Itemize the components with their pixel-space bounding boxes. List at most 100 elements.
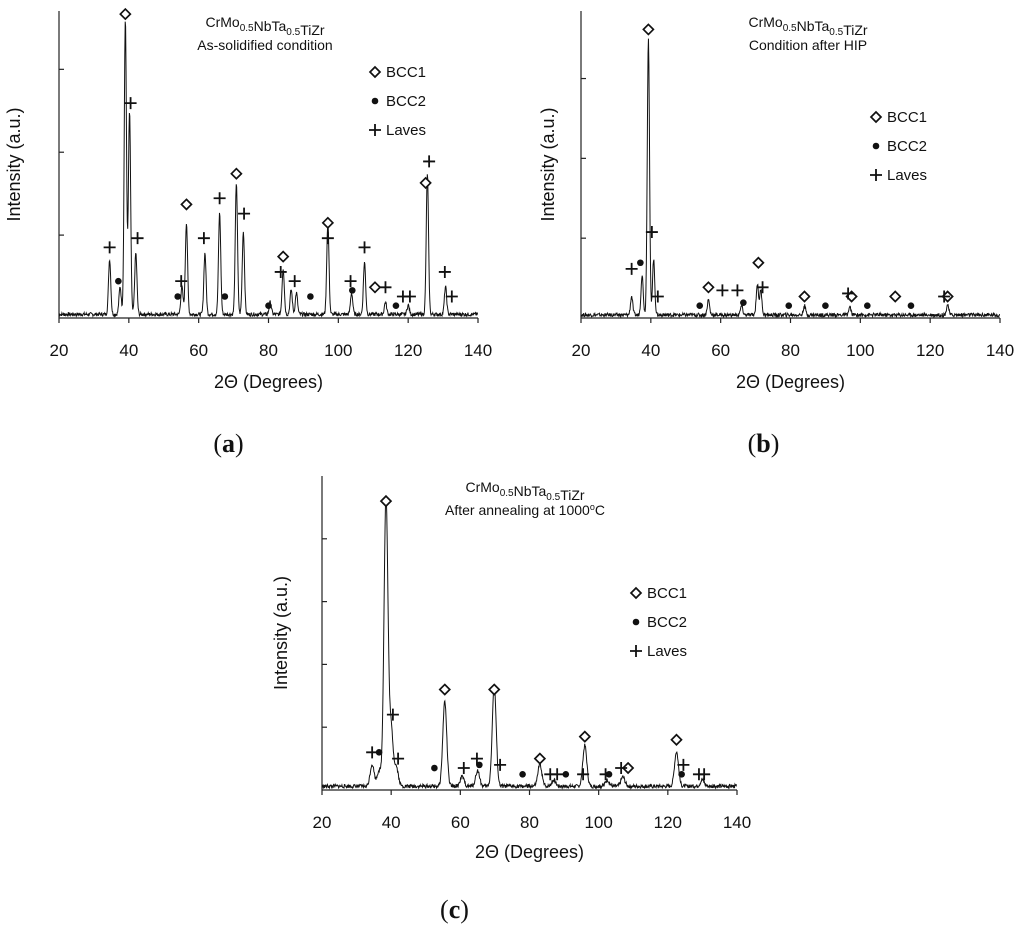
- laves-marker: [494, 758, 507, 771]
- bcc1-marker: [798, 290, 811, 303]
- bcc1-marker: [321, 216, 335, 230]
- x-tick-label: 100: [324, 341, 352, 360]
- laves-marker: [131, 232, 144, 245]
- laves-marker: [366, 746, 379, 759]
- y-axis-label: Intensity (a.u.): [4, 107, 24, 221]
- x-tick-label: 100: [846, 341, 874, 360]
- laves-marker: [124, 97, 137, 110]
- legend-bcc2-symbol: [371, 97, 379, 105]
- legend-bcc1-label: BCC1: [647, 585, 687, 602]
- legend-laves-label: Laves: [887, 167, 927, 184]
- laves-marker: [731, 284, 744, 297]
- bcc2-marker: [375, 749, 383, 756]
- laves-marker: [197, 232, 210, 245]
- legend-laves-symbol: [369, 124, 381, 136]
- x-tick-label: 100: [584, 813, 612, 832]
- chart-subtitle: As-solidified condition: [197, 37, 332, 53]
- legend-bcc1-symbol: [629, 586, 643, 600]
- laves-marker: [238, 207, 251, 220]
- bcc1-marker: [670, 733, 683, 746]
- laves-marker: [842, 287, 855, 300]
- bcc1-marker: [368, 281, 382, 294]
- x-tick-label: 40: [382, 813, 401, 832]
- bcc2-marker: [907, 302, 915, 310]
- laves-marker: [698, 768, 711, 781]
- chart-title: CrMo0.5NbTa0.5TiZr: [465, 479, 584, 503]
- laves-marker: [403, 290, 416, 303]
- x-tick-label: 80: [259, 341, 278, 360]
- chart-subtitle: Condition after HIP: [749, 37, 867, 53]
- chart-panel-b: 20 40 60 80 100 120 140 2Θ (Degrees) Intensity (…: [538, 11, 1014, 458]
- bcc2-marker: [864, 302, 871, 310]
- bcc1-marker: [438, 683, 451, 696]
- bcc1-marker: [702, 281, 715, 294]
- bcc1-marker: [180, 198, 193, 211]
- laves-marker: [645, 226, 658, 239]
- bcc2-marker: [822, 302, 829, 310]
- bcc1-marker: [889, 290, 902, 303]
- laves-marker: [274, 265, 287, 278]
- legend-laves-symbol: [630, 645, 642, 657]
- bcc2-marker: [637, 259, 644, 267]
- laves-marker: [599, 768, 612, 781]
- legend-bcc2-symbol: [872, 142, 880, 150]
- laves-marker: [677, 758, 690, 771]
- legend-bcc2-label: BCC2: [887, 138, 927, 155]
- bcc2-marker: [115, 277, 122, 285]
- legend-bcc2-symbol: [632, 618, 640, 626]
- x-tick-label: 20: [572, 341, 591, 360]
- x-tick-label: 20: [50, 341, 69, 360]
- legend-bcc1-symbol: [869, 110, 883, 124]
- legend-laves-symbol: [870, 169, 882, 181]
- chart-title: CrMo0.5NbTa0.5TiZr: [748, 14, 867, 38]
- bcc1-marker: [230, 167, 243, 180]
- bcc2-marker: [431, 764, 438, 772]
- laves-marker: [756, 281, 769, 294]
- laves-marker: [438, 265, 451, 278]
- x-tick-label: 40: [119, 341, 138, 360]
- legend-bcc1-label: BCC1: [887, 109, 927, 126]
- y-axis-label: Intensity (a.u.): [271, 576, 291, 690]
- bcc2-marker: [174, 293, 182, 300]
- x-tick-label: 120: [654, 813, 682, 832]
- laves-marker: [938, 290, 951, 303]
- bcc1-marker: [533, 752, 547, 765]
- legend-bcc2-label: BCC2: [647, 614, 687, 631]
- chart-title: CrMo0.5NbTa0.5TiZr: [205, 14, 324, 38]
- x-tick-label: 80: [520, 813, 539, 832]
- laves-marker: [625, 262, 638, 275]
- bcc2-marker: [740, 299, 747, 306]
- bcc2-marker: [785, 302, 793, 310]
- legend-laves-label: Laves: [647, 643, 687, 660]
- laves-marker: [551, 768, 564, 781]
- laves-marker: [423, 155, 436, 168]
- chart-panel-a: 20 40 60 80 100 120 140 2Θ (Degrees) Intensity (…: [4, 7, 492, 458]
- laves-marker: [288, 275, 301, 288]
- y-axis-label: Intensity (a.u.): [538, 107, 558, 221]
- bcc2-marker: [392, 302, 400, 310]
- bcc1-marker: [119, 7, 132, 21]
- x-tick-label: 140: [464, 341, 492, 360]
- x-tick-label: 60: [711, 341, 730, 360]
- bcc1-marker: [379, 494, 393, 508]
- x-axis-label: 2Θ (Degrees): [214, 372, 323, 392]
- legend-bcc1-label: BCC1: [386, 64, 426, 81]
- bcc1-marker: [621, 761, 635, 775]
- bcc1-marker: [488, 683, 501, 696]
- laves-marker: [457, 762, 470, 775]
- x-tick-label: 60: [189, 341, 208, 360]
- x-tick-label: 80: [781, 341, 800, 360]
- pattern-line: [58, 21, 479, 318]
- x-tick-label: 20: [313, 813, 332, 832]
- laves-marker: [470, 752, 483, 765]
- bcc2-marker: [562, 771, 570, 778]
- legend-laves-label: Laves: [386, 122, 426, 139]
- laves-marker: [615, 762, 628, 775]
- bcc1-marker: [419, 176, 432, 190]
- pattern-line: [321, 496, 738, 790]
- legend-bcc1-symbol: [368, 65, 382, 79]
- bcc2-marker: [265, 302, 272, 310]
- x-axis-label: 2Θ (Degrees): [736, 372, 845, 392]
- pattern-line: [580, 38, 1001, 319]
